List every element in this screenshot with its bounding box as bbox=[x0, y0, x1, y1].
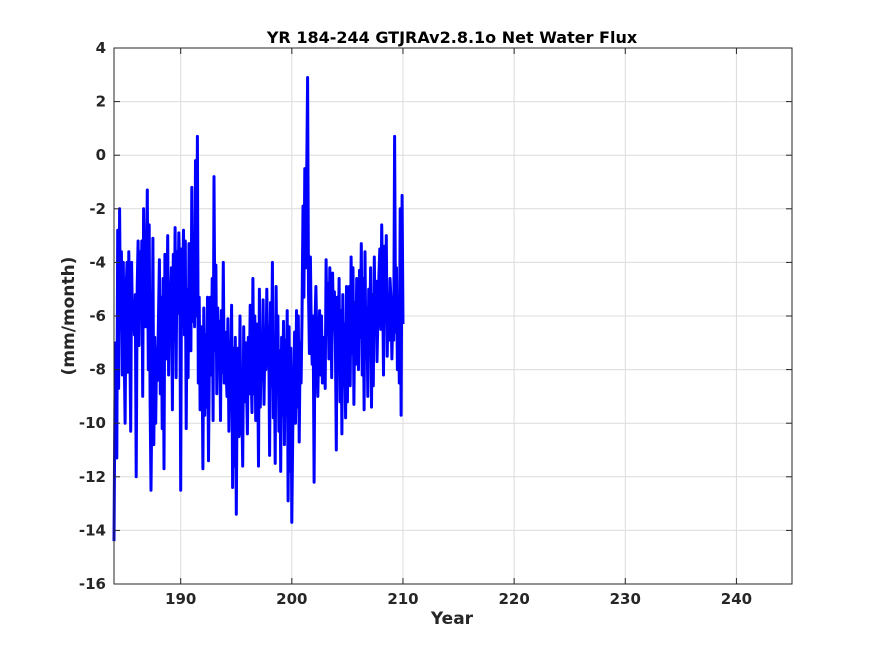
x-tick-label: 190 bbox=[165, 590, 196, 608]
y-tick-label: -14 bbox=[79, 521, 106, 539]
y-tick-label: -8 bbox=[89, 361, 106, 379]
y-tick-label: 4 bbox=[96, 39, 106, 57]
x-axis-title: Year bbox=[430, 609, 474, 629]
net-water-flux-line bbox=[112, 76, 405, 542]
x-tick-label: 200 bbox=[276, 590, 307, 608]
y-tick-label: -16 bbox=[79, 575, 106, 593]
axis-ticks: 190 200 210 220 230 240 -16 -14 -12 -10 -8 -6 -4 -2 0 2… bbox=[79, 39, 792, 608]
x-tick-label: 230 bbox=[610, 590, 641, 608]
y-tick-label: 0 bbox=[96, 146, 106, 164]
y-tick-label: -2 bbox=[89, 200, 106, 218]
y-tick-label: -12 bbox=[79, 468, 106, 486]
y-tick-label: -6 bbox=[89, 307, 106, 325]
x-tick-label: 220 bbox=[498, 590, 529, 608]
chart-title: YR 184-244 GTJRAv2.8.1o Net Water Flux bbox=[266, 28, 638, 47]
x-tick-label: 240 bbox=[721, 590, 752, 608]
y-tick-label: -4 bbox=[89, 253, 106, 271]
y-axis-title: (mm/month) bbox=[59, 257, 79, 376]
y-tick-label: 2 bbox=[96, 93, 106, 111]
x-tick-label: 210 bbox=[387, 590, 418, 608]
y-tick-label: -10 bbox=[79, 414, 106, 432]
